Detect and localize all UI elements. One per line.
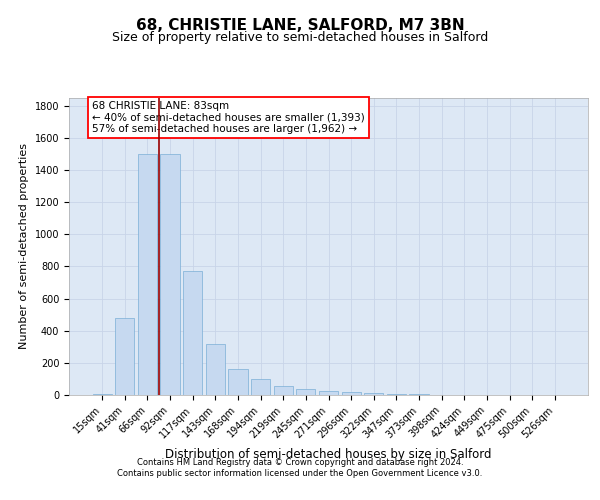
Bar <box>341 392 361 395</box>
X-axis label: Distribution of semi-detached houses by size in Salford: Distribution of semi-detached houses by … <box>165 448 492 461</box>
Bar <box>364 393 383 395</box>
Text: Size of property relative to semi-detached houses in Salford: Size of property relative to semi-detach… <box>112 31 488 44</box>
Bar <box>319 391 338 395</box>
Text: 68 CHRISTIE LANE: 83sqm
← 40% of semi-detached houses are smaller (1,393)
57% of: 68 CHRISTIE LANE: 83sqm ← 40% of semi-de… <box>92 100 365 134</box>
Bar <box>274 386 293 395</box>
Bar <box>138 154 157 395</box>
Bar <box>387 394 406 395</box>
Bar <box>229 370 248 395</box>
Bar <box>409 394 428 395</box>
Bar <box>296 388 316 395</box>
Text: 68, CHRISTIE LANE, SALFORD, M7 3BN: 68, CHRISTIE LANE, SALFORD, M7 3BN <box>136 18 464 32</box>
Bar <box>183 271 202 395</box>
Bar <box>92 394 112 395</box>
Bar <box>160 154 180 395</box>
Text: Contains public sector information licensed under the Open Government Licence v3: Contains public sector information licen… <box>118 469 482 478</box>
Bar <box>115 318 134 395</box>
Y-axis label: Number of semi-detached properties: Number of semi-detached properties <box>19 143 29 350</box>
Bar <box>206 344 225 395</box>
Text: Contains HM Land Registry data © Crown copyright and database right 2024.: Contains HM Land Registry data © Crown c… <box>137 458 463 467</box>
Bar <box>251 379 270 395</box>
